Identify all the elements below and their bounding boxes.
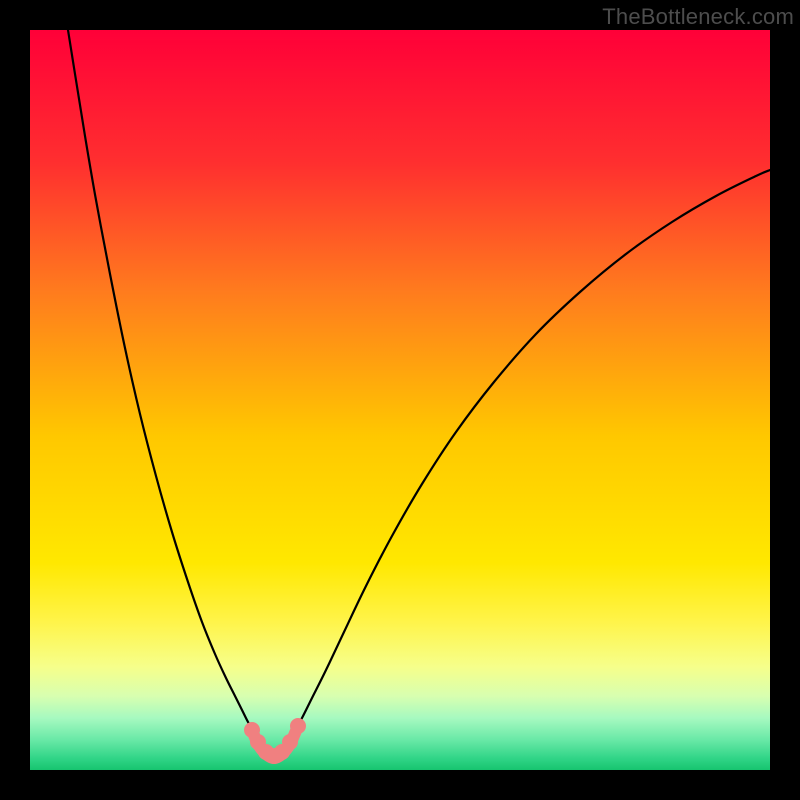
plot-area [30, 30, 770, 770]
curve-right [294, 170, 770, 732]
marker-point [291, 719, 306, 734]
marker-point [283, 735, 298, 750]
curve-left [68, 30, 254, 732]
chart-svg [30, 30, 770, 770]
watermark-text: TheBottleneck.com [602, 4, 794, 30]
